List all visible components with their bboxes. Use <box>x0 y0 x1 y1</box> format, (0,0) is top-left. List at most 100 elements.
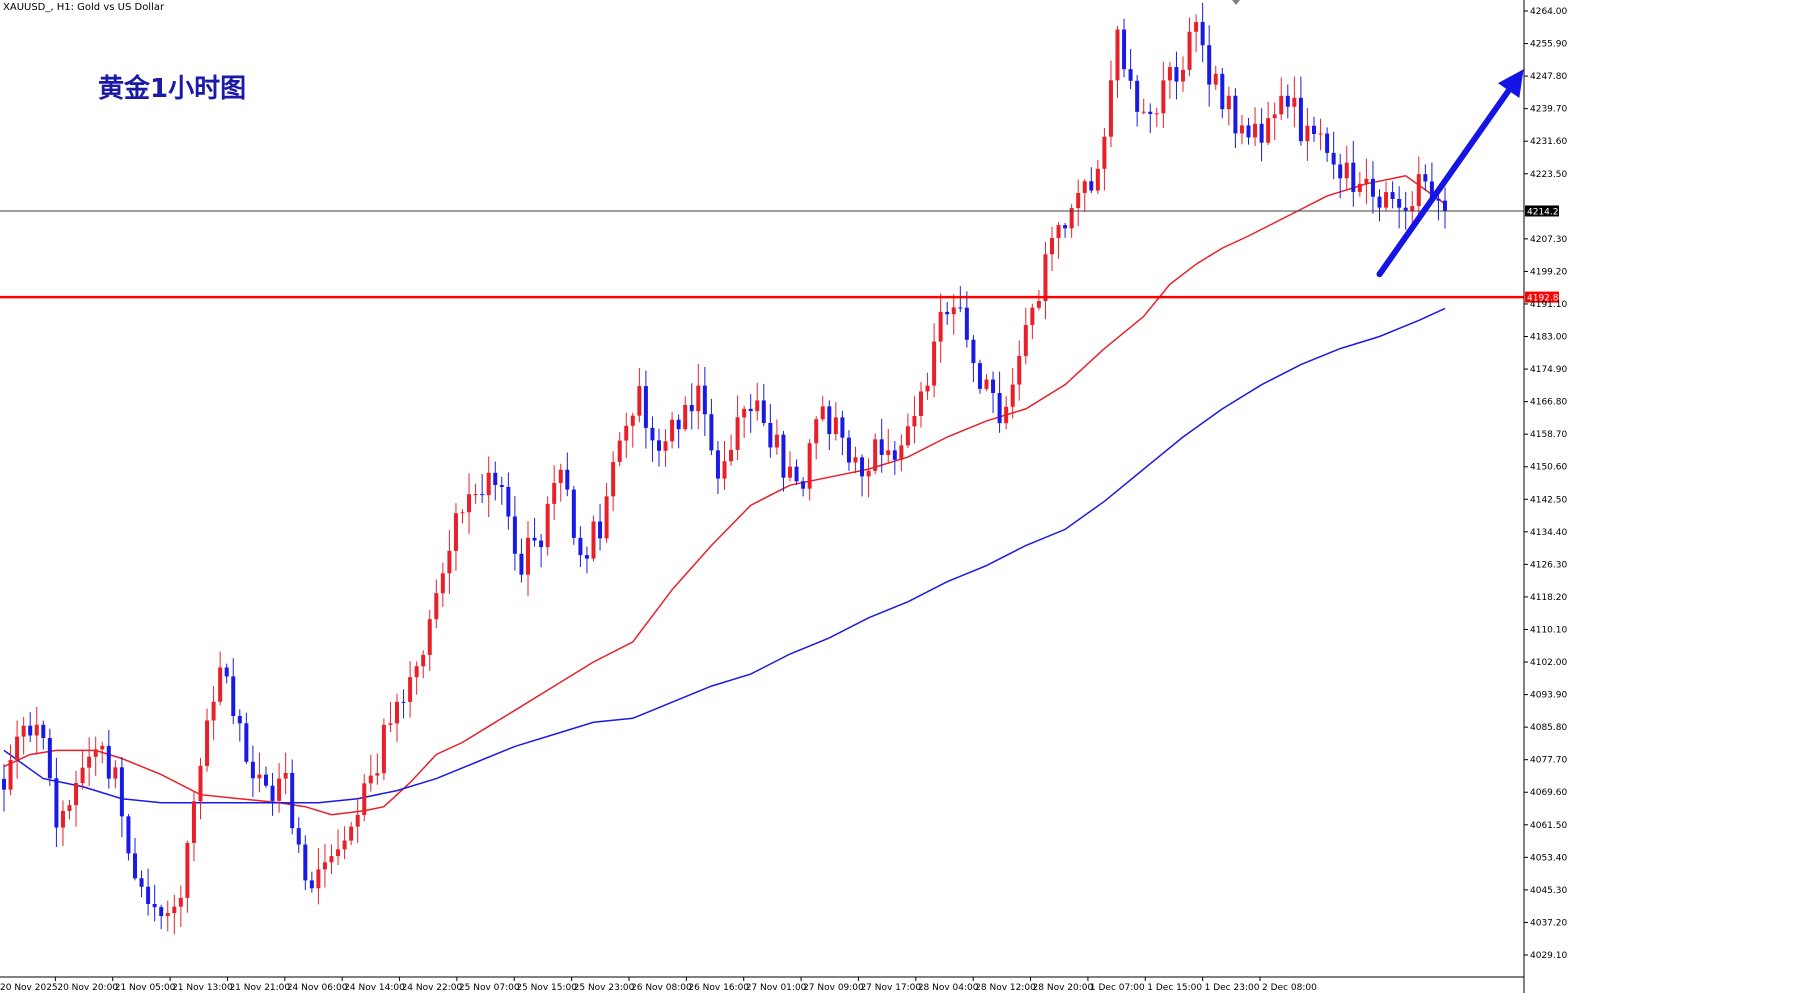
candle-bearish[interactable] <box>689 383 694 430</box>
candle-bullish[interactable] <box>1050 226 1054 272</box>
candle-bullish[interactable] <box>833 402 838 441</box>
candle-bearish[interactable] <box>964 291 969 348</box>
candle-bearish[interactable] <box>519 538 524 583</box>
candle-bearish[interactable] <box>1443 187 1447 229</box>
candle-bearish[interactable] <box>303 835 308 890</box>
candle-bullish[interactable] <box>349 822 354 846</box>
candle-bullish[interactable] <box>735 395 740 460</box>
candle-bearish[interactable] <box>1246 117 1251 145</box>
candle-bearish[interactable] <box>133 838 137 881</box>
candle-bearish[interactable] <box>945 302 950 325</box>
candle-bullish[interactable] <box>414 661 419 695</box>
candle-bullish[interactable] <box>100 741 105 764</box>
candle-bearish[interactable] <box>657 428 661 467</box>
candle-bearish[interactable] <box>309 871 314 893</box>
candle-bullish[interactable] <box>453 503 458 571</box>
candle-bullish[interactable] <box>1017 340 1022 401</box>
candle-bearish[interactable] <box>1298 76 1303 146</box>
candle-bullish[interactable] <box>1108 60 1113 148</box>
candle-bullish[interactable] <box>395 693 399 742</box>
candle-bearish[interactable] <box>126 813 131 861</box>
candle-bullish[interactable] <box>277 763 282 813</box>
candle-bullish[interactable] <box>1036 290 1041 311</box>
candle-bullish[interactable] <box>1181 56 1185 92</box>
candle-bullish[interactable] <box>362 774 367 822</box>
candle-bearish[interactable] <box>977 359 982 394</box>
candle-bullish[interactable] <box>191 791 196 862</box>
candle-bullish[interactable] <box>185 840 190 913</box>
candle-bearish[interactable] <box>1436 191 1441 221</box>
candle-bullish[interactable] <box>355 797 360 843</box>
candle-bullish[interactable] <box>211 686 216 740</box>
candle-bearish[interactable] <box>2 764 6 812</box>
candle-bullish[interactable] <box>591 515 596 562</box>
candle-bullish[interactable] <box>807 439 812 501</box>
candle-bearish[interactable] <box>715 441 720 495</box>
candle-bearish[interactable] <box>879 418 884 473</box>
candle-bullish[interactable] <box>873 433 878 475</box>
candle-bearish[interactable] <box>1200 2 1205 63</box>
candle-bearish[interactable] <box>1089 167 1094 194</box>
candle-bullish[interactable] <box>486 456 491 518</box>
candle-bullish[interactable] <box>1364 158 1369 205</box>
candle-bullish[interactable] <box>696 363 701 430</box>
candle-bullish[interactable] <box>663 429 668 467</box>
candle-bearish[interactable] <box>480 474 485 504</box>
candle-bullish[interactable] <box>912 396 917 444</box>
candle-bullish[interactable] <box>467 473 472 534</box>
candle-bullish[interactable] <box>1141 98 1146 115</box>
candle-bullish[interactable] <box>329 844 334 874</box>
candle-bullish[interactable] <box>15 720 20 779</box>
candle-bullish[interactable] <box>683 396 688 432</box>
candle-bullish[interactable] <box>1187 17 1192 77</box>
candle-bullish[interactable] <box>283 752 288 795</box>
candle-bearish[interactable] <box>1423 164 1428 191</box>
candle-bullish[interactable] <box>899 434 904 472</box>
candle-bearish[interactable] <box>794 459 799 486</box>
candle-bearish[interactable] <box>997 371 1002 433</box>
candle-bullish[interactable] <box>1416 156 1421 215</box>
candle-bearish[interactable] <box>1331 131 1336 180</box>
candle-bullish[interactable] <box>67 799 72 820</box>
candle-bullish[interactable] <box>1030 303 1035 340</box>
candle-bullish[interactable] <box>1056 222 1061 259</box>
candle-bearish[interactable] <box>827 400 832 451</box>
candle-bearish[interactable] <box>676 414 681 449</box>
candle-bearish[interactable] <box>1325 127 1330 162</box>
candle-bearish[interactable] <box>1148 103 1153 133</box>
candle-bearish[interactable] <box>571 485 576 545</box>
candle-bearish[interactable] <box>401 689 406 719</box>
candle-bearish[interactable] <box>231 658 236 725</box>
candle-bullish[interactable] <box>1069 203 1074 238</box>
candle-bearish[interactable] <box>1220 67 1225 119</box>
candle-bullish[interactable] <box>919 382 923 428</box>
candle-bearish[interactable] <box>506 472 511 530</box>
candle-bearish[interactable] <box>748 394 753 433</box>
candle-bullish[interactable] <box>1384 181 1389 212</box>
candle-bearish[interactable] <box>584 546 589 574</box>
candle-bullish[interactable] <box>1279 77 1284 120</box>
candle-bullish[interactable] <box>951 294 956 335</box>
candle-bullish[interactable] <box>388 701 393 733</box>
candle-bearish[interactable] <box>1135 75 1140 127</box>
candle-bullish[interactable] <box>316 847 321 905</box>
candle-bearish[interactable] <box>598 503 603 551</box>
candle-bearish[interactable] <box>264 766 268 788</box>
candle-bullish[interactable] <box>729 434 734 466</box>
candle-bullish[interactable] <box>1266 101 1271 145</box>
candle-bullish[interactable] <box>722 441 727 490</box>
candle-bullish[interactable] <box>1253 107 1258 147</box>
candle-bullish[interactable] <box>421 650 426 679</box>
candle-bullish[interactable] <box>1167 62 1172 99</box>
candle-bearish[interactable] <box>270 773 275 816</box>
candle-bearish[interactable] <box>1233 88 1238 149</box>
candle-bearish[interactable] <box>512 496 517 571</box>
candle-bullish[interactable] <box>1318 118 1323 151</box>
candle-bearish[interactable] <box>139 870 144 898</box>
candle-bullish[interactable] <box>336 829 341 866</box>
candle-bearish[interactable] <box>1207 25 1212 107</box>
candle-bearish[interactable] <box>106 729 111 789</box>
candle-bullish[interactable] <box>1082 179 1087 212</box>
candle-bearish[interactable] <box>846 430 851 471</box>
